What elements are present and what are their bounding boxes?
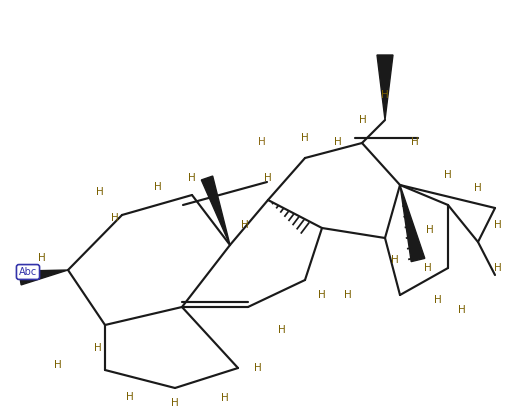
Text: H: H — [424, 263, 432, 273]
Text: H: H — [171, 398, 179, 408]
Text: H: H — [444, 170, 452, 180]
Text: H: H — [254, 363, 262, 373]
Text: H: H — [359, 115, 367, 125]
Text: H: H — [391, 255, 399, 265]
Text: H: H — [154, 182, 162, 192]
Text: H: H — [94, 343, 102, 353]
Text: H: H — [426, 225, 434, 235]
Text: H: H — [264, 173, 272, 183]
Text: H: H — [318, 290, 326, 300]
Text: H: H — [278, 325, 286, 335]
Text: H: H — [38, 253, 46, 263]
Polygon shape — [377, 55, 393, 120]
Text: H: H — [411, 137, 419, 147]
Text: H: H — [241, 220, 249, 230]
Text: H: H — [96, 187, 104, 197]
Text: Abc: Abc — [19, 267, 37, 277]
Text: H: H — [334, 137, 342, 147]
Text: H: H — [434, 295, 442, 305]
Text: H: H — [188, 173, 196, 183]
Text: H: H — [344, 290, 352, 300]
Text: H: H — [258, 137, 266, 147]
Text: H: H — [221, 393, 229, 403]
Text: H: H — [111, 213, 119, 223]
Text: H: H — [126, 392, 134, 402]
Polygon shape — [400, 185, 425, 262]
Text: H: H — [381, 90, 389, 100]
Text: H: H — [54, 360, 62, 370]
Polygon shape — [201, 176, 230, 245]
Polygon shape — [19, 270, 68, 285]
Text: H: H — [494, 263, 502, 273]
Text: H: H — [494, 220, 502, 230]
Text: H: H — [458, 305, 466, 315]
Text: H: H — [301, 133, 309, 143]
Text: H: H — [474, 183, 482, 193]
